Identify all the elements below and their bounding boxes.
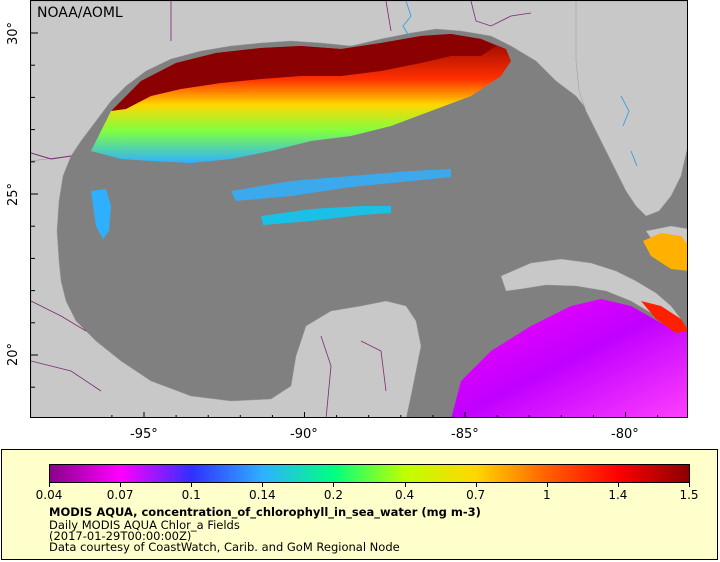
chlorophyll-caribbean (451, 299, 687, 417)
river (402, 1, 412, 37)
colorbar-tick (546, 483, 548, 487)
chlorophyll-offshore-streak (91, 189, 111, 239)
map-credit: NOAA/AOML (37, 5, 123, 21)
colorbar-tick-label: 1 (542, 488, 551, 502)
legend-time: (2017-01-29T00:00:00Z) (49, 529, 192, 543)
chlorophyll-bahamas-bank (643, 233, 687, 271)
land-mexico (31, 155, 422, 417)
colorbar-tick-label: 1.4 (608, 488, 628, 502)
colorbar-tick-label: 0.4 (395, 488, 415, 502)
map-canvas (31, 1, 687, 417)
chlorophyll-offshore-streak (231, 169, 451, 201)
colorbar-tick (333, 483, 335, 487)
latitude-label-25: 25° (6, 182, 21, 206)
state-border (170, 1, 532, 41)
legend-panel: 0.04 0.07 0.1 0.14 0.2 0.4 0.7 1 1.4 1.5 MODIS AQ… (1, 449, 718, 560)
colorbar-tick-label: 0.07 (106, 488, 134, 502)
legend-courtesy: Data courtesy of CoastWatch, Carib. and … (49, 540, 400, 554)
chlorophyll-offshore-streak (261, 206, 391, 225)
legend-dataset: Daily MODIS AQUA Chlor_a Fields (49, 518, 240, 532)
colorbar-tick (475, 483, 477, 487)
colorbar-tick (689, 483, 690, 487)
colorbar-tick (404, 483, 406, 487)
colorbar (49, 464, 690, 483)
chlorophyll-cuba-coast (641, 301, 687, 333)
longitude-label-85: -85° (451, 427, 479, 442)
colorbar-tick (120, 483, 122, 487)
latitude-label-20: 20° (6, 342, 21, 366)
state-border (31, 300, 387, 417)
colorbar-tick-label: 0.7 (466, 488, 486, 502)
colorbar-tick (191, 483, 193, 487)
map-view[interactable]: NOAA/AOML (30, 0, 688, 418)
colorbar-tick-label: 0.1 (181, 488, 201, 502)
colorbar-tick-label: 0.2 (323, 488, 343, 502)
colorbar-tick (262, 483, 264, 487)
chlorophyll-coast-edge (111, 34, 496, 111)
legend-title: MODIS AQUA, concentration_of_chlorophyll… (49, 505, 481, 519)
colorbar-tick (617, 483, 619, 487)
longitude-label-80: -80° (611, 427, 639, 442)
colorbar-tick-label: 1.5 (679, 488, 699, 502)
colorbar-tick-label: 0.14 (248, 488, 276, 502)
latitude-label-30: 30° (6, 21, 21, 45)
colorbar-tick-label: 0.04 (35, 488, 63, 502)
map-ticks (31, 32, 659, 417)
colorbar-tick (49, 483, 50, 487)
international-border (31, 152, 72, 160)
river (620, 95, 638, 167)
longitude-label-95: -95° (130, 427, 158, 442)
land-florida (575, 1, 687, 217)
longitude-label-90: -90° (290, 427, 318, 442)
